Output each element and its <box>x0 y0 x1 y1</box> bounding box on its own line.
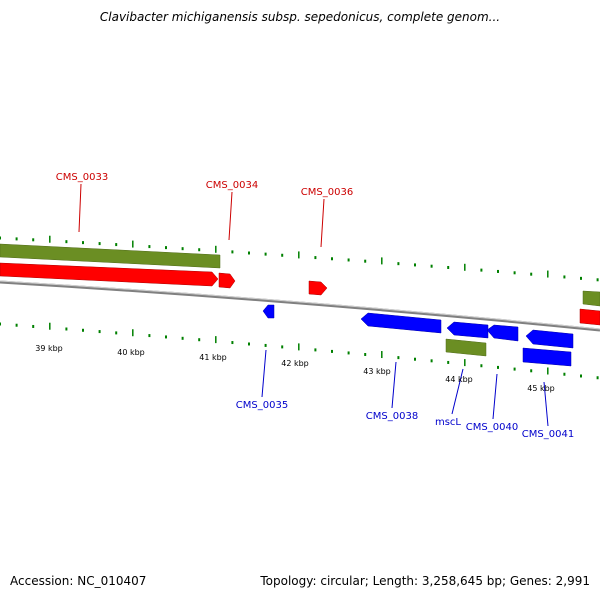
scale-label-41kbp: 41 kbp <box>199 353 227 362</box>
other-feature-bar-cms-0033 <box>0 243 221 269</box>
genome-backbone-highlight <box>0 280 600 330</box>
outer-tick-row <box>0 235 599 282</box>
cds-cms-0033 <box>0 262 219 287</box>
inner-tick-row <box>0 322 599 380</box>
scale-label-44kbp: 44 kbp <box>445 375 473 384</box>
leader-cms-0035 <box>261 349 267 398</box>
cds-cms-0038 <box>360 312 442 334</box>
cds-cms-0040 <box>486 324 519 342</box>
leader-msc-l <box>451 368 464 415</box>
label-cms-0033: CMS_0033 <box>56 172 108 183</box>
label-msc-l: mscL <box>435 417 461 428</box>
leader-cms-0034 <box>228 191 233 241</box>
label-cms-0035: CMS_0035 <box>236 400 288 411</box>
label-cms-0038: CMS_0038 <box>366 411 418 422</box>
cds-right-edge <box>579 308 600 326</box>
label-cms-0041: CMS_0041 <box>522 429 574 440</box>
label-cms-0034: CMS_0034 <box>206 180 258 191</box>
cds-cms-0041-lower <box>522 347 572 367</box>
cds-cms-0034 <box>218 272 236 289</box>
other-feature-bar-right <box>582 290 600 307</box>
other-feature-msc-l <box>445 338 487 357</box>
leader-cms-0040 <box>492 373 498 420</box>
label-cms-0036: CMS_0036 <box>301 187 353 198</box>
summary-text: Topology: circular; Length: 3,258,645 bp… <box>260 574 590 588</box>
map-title: Clavibacter michiganensis subsp. sepedon… <box>99 10 501 24</box>
cds-cms-0035 <box>262 304 275 319</box>
genome-backbone <box>0 280 600 332</box>
cds-cms-0036 <box>308 280 328 296</box>
scale-label-43kbp: 43 kbp <box>363 367 391 376</box>
cds-cms-0039 <box>446 321 489 339</box>
leader-cms-0038 <box>391 361 397 409</box>
scale-label-45kbp: 45 kbp <box>527 384 555 393</box>
cds-cms-0041-upper <box>525 329 574 349</box>
leader-cms-0033 <box>78 183 82 233</box>
leader-cms-0041 <box>543 381 549 427</box>
scale-label-40kbp: 40 kbp <box>117 348 145 357</box>
scale-label-39kbp: 39 kbp <box>35 344 63 353</box>
label-cms-0040: CMS_0040 <box>466 422 518 433</box>
scale-label-42kbp: 42 kbp <box>281 359 309 368</box>
accession-text: Accession: NC_010407 <box>10 574 147 588</box>
leader-cms-0036 <box>320 198 325 248</box>
